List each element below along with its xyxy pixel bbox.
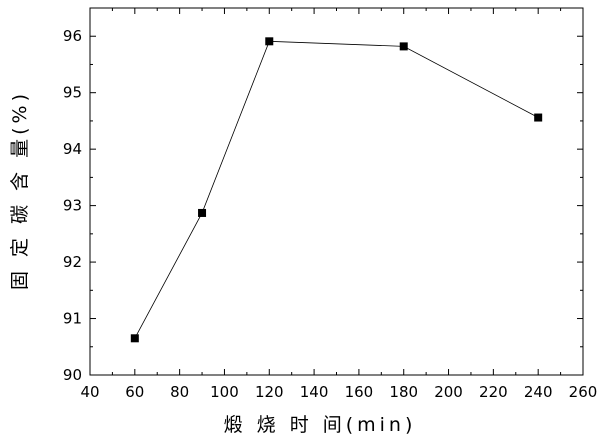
x-tick-label: 80 (170, 383, 189, 401)
x-tick-label: 240 (524, 383, 553, 401)
plot-frame (89, 7, 584, 376)
x-tick-label: 160 (345, 383, 374, 401)
y-axis-title: 固 定 碳 含 量(%) (9, 90, 31, 290)
ticks (89, 7, 584, 376)
series-line (134, 40, 539, 339)
data-point (399, 42, 408, 51)
x-tick-label: 40 (80, 383, 99, 401)
series-layer (130, 37, 543, 343)
x-tick-label: 60 (125, 383, 144, 401)
x-tick-label: 220 (479, 383, 508, 401)
x-tick-label: 120 (255, 383, 284, 401)
x-tick-label: 260 (569, 383, 598, 401)
x-axis-title: 煅 烧 时 间(min) (224, 414, 417, 436)
y-tick-label: 96 (63, 27, 82, 45)
x-tick-label: 180 (389, 383, 418, 401)
x-tick-label: 200 (434, 383, 463, 401)
y-tick-label: 91 (63, 310, 82, 328)
data-point (130, 334, 139, 343)
data-point (534, 113, 543, 122)
tick-labels: 40 60 80 100 120 140 160 180 200 220 240 260 90 91 92 9… (63, 27, 597, 401)
data-point (198, 208, 207, 217)
data-point (265, 37, 274, 46)
x-tick-label: 100 (210, 383, 239, 401)
y-tick-label: 94 (63, 140, 82, 158)
y-tick-label: 93 (63, 197, 82, 215)
x-tick-label: 140 (300, 383, 329, 401)
plot-area (89, 7, 584, 376)
y-tick-label: 92 (63, 253, 82, 271)
y-tick-label: 90 (63, 366, 82, 384)
y-tick-label: 95 (63, 84, 82, 102)
